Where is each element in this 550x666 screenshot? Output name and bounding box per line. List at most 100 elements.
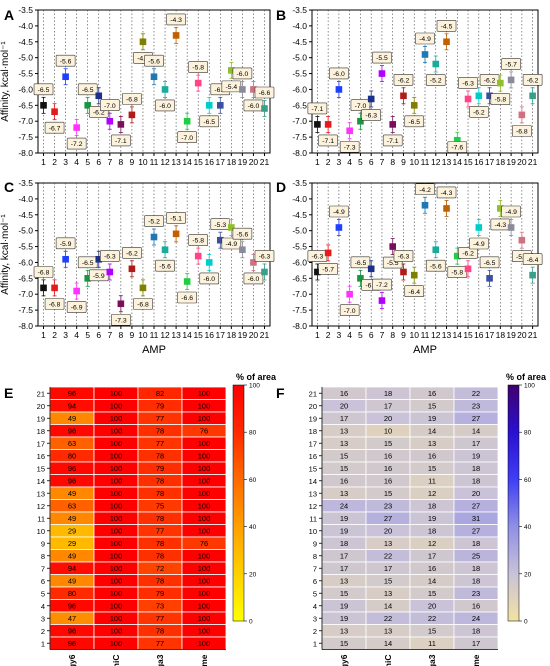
data-label-box bbox=[425, 74, 446, 86]
colorbar-tick-label: 20 bbox=[524, 571, 532, 578]
panel-letter: C bbox=[4, 179, 14, 195]
data-point bbox=[139, 284, 147, 292]
row-label: 17 bbox=[309, 439, 317, 448]
cell-value: 17 bbox=[428, 552, 436, 561]
data-point-group: -5.1 bbox=[166, 212, 186, 243]
data-point bbox=[150, 73, 158, 81]
data-point-group: -6.6 bbox=[177, 273, 197, 304]
data-label-box bbox=[458, 247, 478, 259]
cell-value: 11 bbox=[428, 639, 436, 648]
data-label: -5.6 bbox=[237, 231, 249, 238]
data-label-box bbox=[166, 13, 186, 26]
panel-letter: E bbox=[4, 385, 13, 401]
row-label: 19 bbox=[309, 414, 317, 423]
row-label: 14 bbox=[37, 477, 45, 486]
data-point bbox=[400, 268, 407, 276]
cell-value: 100 bbox=[198, 602, 211, 611]
data-label: -7.3 bbox=[344, 144, 356, 151]
cell-value: 20 bbox=[384, 527, 392, 536]
cell-value: 23 bbox=[472, 589, 480, 598]
row-label: 7 bbox=[313, 564, 317, 573]
cell-value: 22 bbox=[384, 552, 392, 561]
data-point bbox=[324, 121, 332, 128]
data-label: -5.9 bbox=[60, 241, 72, 248]
cell-value: 18 bbox=[384, 389, 392, 398]
x-tick-label: 12 bbox=[431, 157, 441, 167]
x-tick-label: 1 bbox=[315, 157, 320, 167]
data-point bbox=[250, 86, 257, 93]
cell-value: 100 bbox=[110, 639, 123, 648]
cell-value: 100 bbox=[198, 389, 211, 398]
cell-value: 47 bbox=[68, 614, 76, 623]
data-label: -4.9 bbox=[473, 241, 485, 248]
x-tick-label: 4 bbox=[347, 330, 352, 340]
y-tick-label: -6.5 bbox=[292, 273, 307, 283]
data-point-group: -6.0 bbox=[243, 81, 264, 112]
data-point-group: -4.9 bbox=[221, 219, 242, 250]
data-point-group: -6.5 bbox=[404, 96, 425, 128]
data-point-group: -6.0 bbox=[329, 67, 349, 98]
data-label: -6.7 bbox=[49, 125, 61, 132]
data-point-group: -6.6 bbox=[254, 86, 275, 117]
colorbar-label: % of area bbox=[506, 372, 547, 382]
cell-value: 76 bbox=[200, 539, 208, 548]
x-tick-label: 3 bbox=[63, 330, 68, 340]
x-axis-label: AMP bbox=[142, 344, 166, 356]
data-label: -7.1 bbox=[322, 138, 334, 145]
data-label: -6.2 bbox=[126, 250, 138, 257]
data-label-box bbox=[469, 106, 489, 118]
x-tick-label: 20 bbox=[249, 157, 259, 167]
data-point bbox=[367, 265, 375, 273]
cell-value: 15 bbox=[384, 439, 392, 448]
data-label-box bbox=[436, 186, 457, 199]
data-label: -6.8 bbox=[49, 301, 61, 308]
data-point-group: -6.3 bbox=[254, 250, 275, 281]
column-label: Bgy6 bbox=[67, 654, 77, 666]
data-point bbox=[128, 265, 136, 273]
y-tick-label: -5.5 bbox=[292, 69, 307, 79]
x-tick-label: 21 bbox=[260, 330, 270, 340]
cell-value: 78 bbox=[156, 539, 164, 548]
data-point bbox=[378, 297, 386, 304]
cell-value: 14 bbox=[428, 427, 436, 436]
data-point-group: -5.2 bbox=[425, 55, 446, 86]
data-label: -7.2 bbox=[376, 282, 388, 289]
data-point bbox=[400, 92, 407, 100]
x-tick-label: 10 bbox=[138, 157, 148, 167]
colorbar-tick-label: 60 bbox=[524, 477, 532, 484]
row-label: 9 bbox=[313, 539, 317, 548]
scatter-panel-b: B -3.5 -4.0 -4.5 -5.0 -5.5 -6.0 -6.5 -7.0 -7.5 -8.… bbox=[276, 5, 543, 167]
row-label: 18 bbox=[309, 427, 317, 436]
data-label-box bbox=[458, 77, 478, 89]
cell-value: 17 bbox=[340, 552, 348, 561]
cell-value: 72 bbox=[156, 564, 164, 573]
x-tick-label: 7 bbox=[107, 157, 112, 167]
data-label-box bbox=[329, 205, 349, 218]
data-label: -4.5 bbox=[137, 55, 149, 62]
x-tick-label: 9 bbox=[130, 157, 135, 167]
y-tick-label: -7.5 bbox=[18, 132, 33, 142]
cell-value: 14 bbox=[472, 427, 480, 436]
data-point bbox=[150, 233, 158, 241]
cell-value: 25 bbox=[472, 552, 480, 561]
data-point bbox=[40, 102, 47, 109]
data-label: -7.3 bbox=[115, 317, 127, 324]
data-label: -7.6 bbox=[451, 145, 463, 152]
data-point bbox=[443, 38, 450, 46]
colorbar-tick-label: 0 bbox=[249, 619, 253, 626]
cell-value: 27 bbox=[472, 502, 480, 511]
data-label: -6.0 bbox=[159, 103, 171, 110]
data-label: -4.5 bbox=[441, 23, 453, 30]
data-label-box bbox=[55, 237, 76, 250]
data-point bbox=[117, 121, 125, 128]
cell-value: 24 bbox=[340, 502, 348, 511]
y-tick-label: -6.5 bbox=[292, 100, 307, 110]
x-tick-label: 16 bbox=[205, 330, 215, 340]
data-point bbox=[84, 275, 92, 282]
cell-value: 16 bbox=[428, 389, 436, 398]
data-label-box bbox=[100, 99, 120, 112]
data-label: -6.9 bbox=[71, 305, 83, 312]
cell-value: 19 bbox=[340, 527, 348, 536]
data-label-box bbox=[382, 134, 403, 147]
